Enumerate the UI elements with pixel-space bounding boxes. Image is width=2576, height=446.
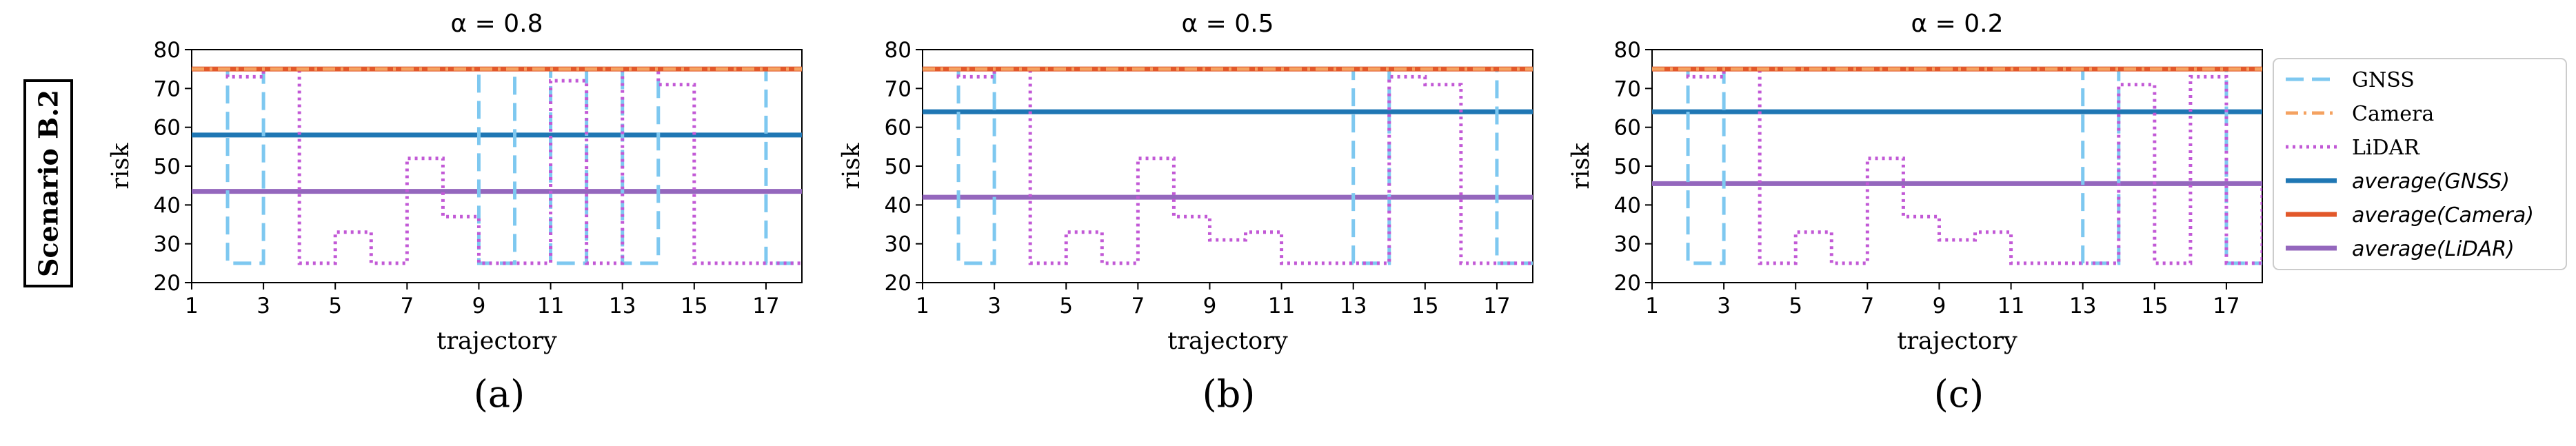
x-axis-label: trajectory	[1167, 327, 1288, 355]
plot-area	[192, 66, 802, 265]
y-axis-label: risk	[838, 143, 865, 190]
y-tick-label: 70	[154, 77, 181, 101]
y-tick-label: 30	[885, 232, 912, 257]
plot-frame	[1651, 49, 2263, 283]
y-tick-label: 20	[154, 271, 181, 296]
x-tick-label: 1	[1645, 294, 1659, 318]
y-tick-label: 50	[885, 154, 912, 179]
y-tick-label: 60	[154, 116, 181, 141]
x-tick-label: 9	[1933, 294, 1946, 318]
panel-label-a: (a)	[473, 372, 525, 416]
legend-label: average(Camera)	[2352, 203, 2534, 227]
y-tick-label: 20	[1614, 271, 1641, 296]
chart-title: α = 0.8	[450, 10, 543, 38]
y-tick-label: 30	[1614, 232, 1641, 257]
series-lidar	[1652, 67, 2262, 265]
series-gnss	[923, 67, 1533, 265]
series-gnss	[1652, 67, 2262, 265]
x-tick-label: 5	[328, 294, 342, 318]
y-tick-label: 40	[154, 193, 181, 218]
x-tick-label: 17	[2213, 294, 2240, 318]
x-tick-label: 11	[1268, 294, 1295, 318]
x-tick-label: 3	[1717, 294, 1731, 318]
x-axis-label: trajectory	[1897, 327, 2017, 355]
x-tick-label: 7	[1131, 294, 1145, 318]
x-tick-label: 13	[1340, 294, 1367, 318]
y-axis-label: risk	[107, 143, 134, 190]
x-tick-label: 1	[185, 294, 199, 318]
x-tick-label: 17	[1483, 294, 1510, 318]
panel-label-c: (c)	[1933, 372, 1984, 416]
x-tick-label: 13	[609, 294, 636, 318]
y-tick-label: 60	[885, 116, 912, 141]
x-tick-label: 5	[1059, 294, 1073, 318]
x-tick-label: 15	[1411, 294, 1438, 318]
y-tick-label: 50	[154, 154, 181, 179]
series-gnss	[192, 67, 802, 265]
plot-area	[1652, 66, 2262, 265]
y-tick-label: 20	[885, 271, 912, 296]
x-tick-label: 7	[400, 294, 414, 318]
y-tick-label: 80	[885, 38, 912, 63]
x-tick-label: 1	[916, 294, 929, 318]
legend-frame	[2273, 58, 2567, 270]
y-tick-label: 80	[154, 38, 181, 63]
series-lidar	[923, 67, 1533, 265]
y-tick-label: 60	[1614, 116, 1641, 141]
x-tick-label: 3	[256, 294, 270, 318]
y-tick-label: 70	[885, 77, 912, 101]
x-tick-label: 11	[537, 294, 564, 318]
legend-label: LiDAR	[2352, 136, 2420, 160]
x-tick-label: 9	[472, 294, 486, 318]
y-tick-label: 80	[1614, 38, 1641, 63]
chart-title: α = 0.2	[1911, 10, 2003, 38]
y-tick-label: 40	[885, 193, 912, 218]
x-tick-label: 15	[681, 294, 707, 318]
x-tick-label: 11	[1998, 294, 2024, 318]
x-tick-label: 17	[752, 294, 779, 318]
plot-area	[923, 66, 1533, 265]
chart-title: α = 0.5	[1181, 10, 1274, 38]
legend-label: GNSS	[2352, 68, 2415, 92]
scenario-box	[23, 79, 73, 287]
y-tick-label: 40	[1614, 193, 1641, 218]
x-axis-label: trajectory	[436, 327, 557, 355]
panel-label-b: (b)	[1202, 372, 1256, 416]
x-tick-label: 15	[2141, 294, 2168, 318]
x-tick-label: 5	[1789, 294, 1802, 318]
legend-label: average(GNSS)	[2352, 170, 2510, 194]
scenario-label: Scenario B.2	[32, 90, 64, 277]
plot-frame	[191, 49, 803, 283]
plot-frame	[922, 49, 1533, 283]
y-tick-label: 30	[154, 232, 181, 257]
legend: GNSS Camera LiDAR average(GNSS) average(Came…	[2273, 58, 2567, 270]
series-lidar	[192, 67, 802, 265]
legend-label: Camera	[2352, 102, 2434, 126]
y-axis-label: risk	[1567, 143, 1595, 190]
x-tick-label: 3	[987, 294, 1001, 318]
x-tick-label: 13	[2069, 294, 2096, 318]
x-tick-label: 7	[1860, 294, 1874, 318]
legend-label: average(LiDAR)	[2352, 237, 2515, 261]
x-tick-label: 9	[1203, 294, 1217, 318]
y-tick-label: 70	[1614, 77, 1641, 101]
y-tick-label: 50	[1614, 154, 1641, 179]
